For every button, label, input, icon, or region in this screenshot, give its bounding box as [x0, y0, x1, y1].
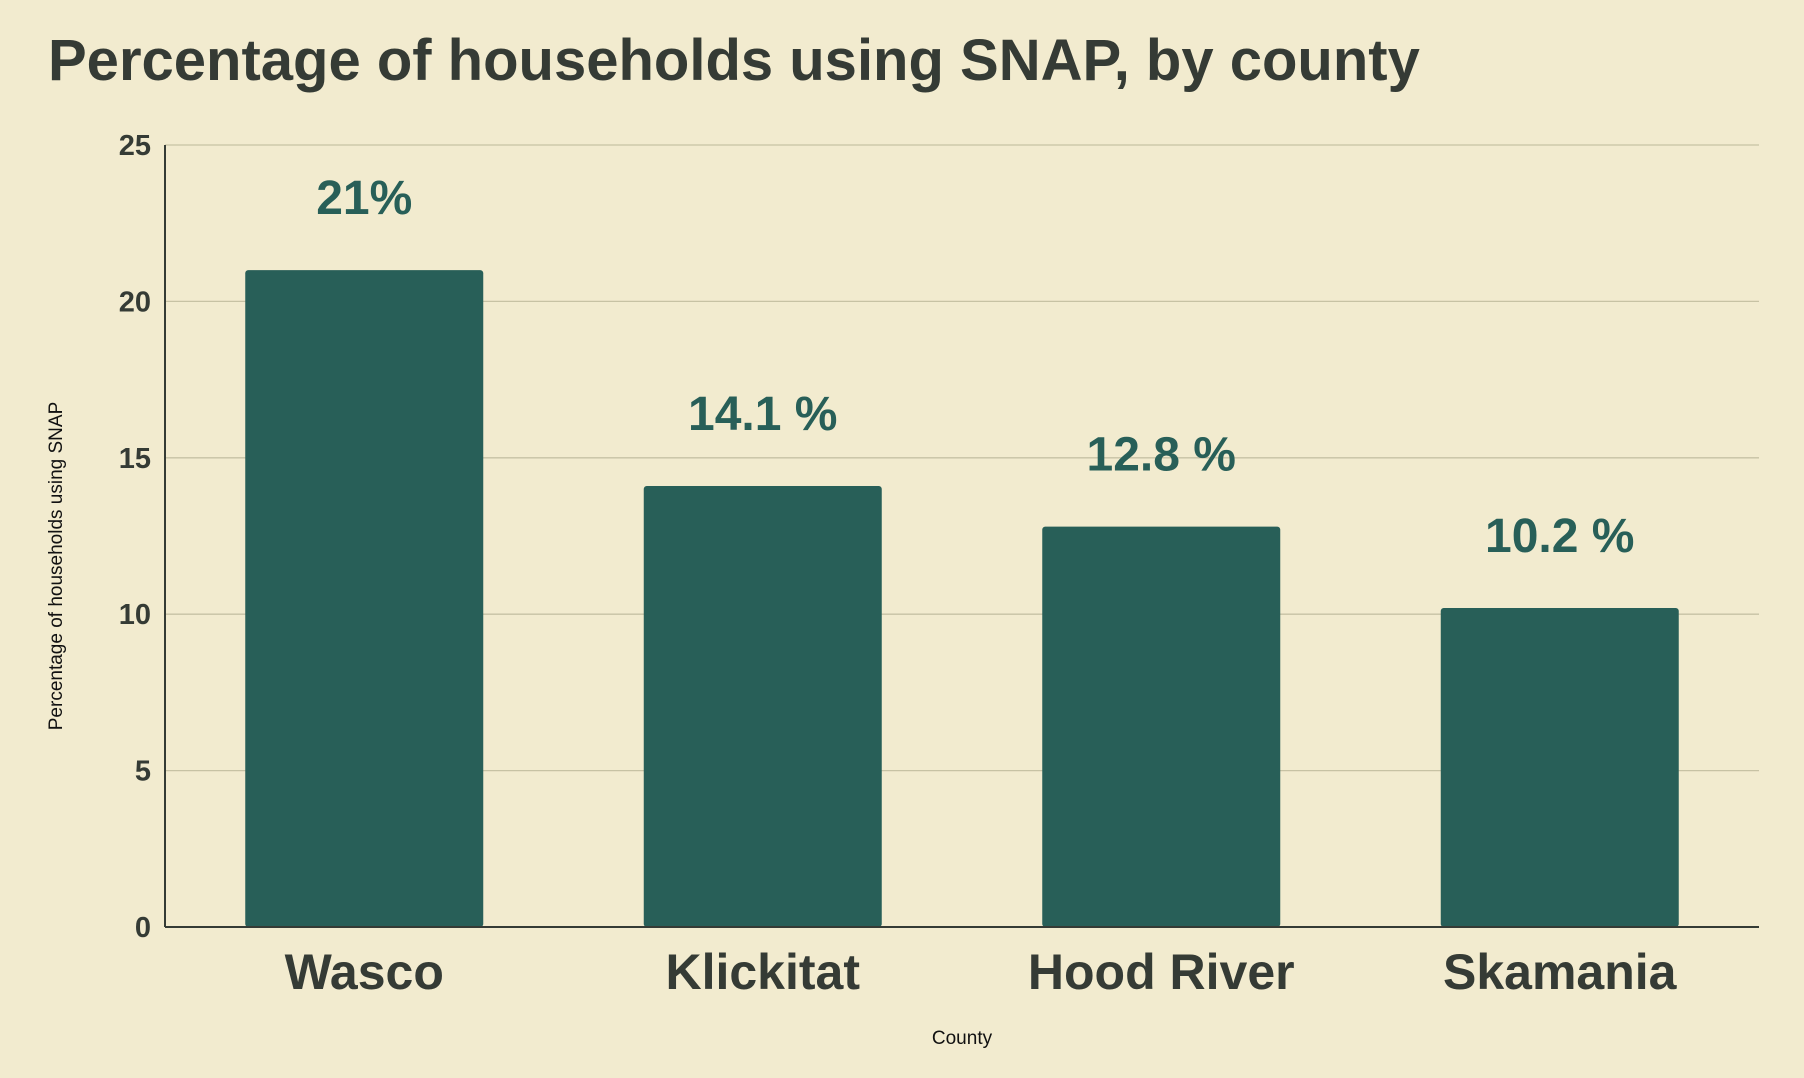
x-tick-label: Hood River	[1028, 944, 1295, 1000]
y-tick-label: 0	[135, 912, 151, 944]
bars	[245, 270, 1679, 927]
x-axis-title: County	[932, 1028, 993, 1049]
chart-title: Percentage of households using SNAP, by …	[48, 28, 1420, 93]
bar-wasco	[245, 270, 484, 927]
bar-skamania	[1440, 607, 1679, 927]
y-tick-label: 20	[119, 286, 151, 318]
data-label: 14.1 %	[688, 388, 837, 441]
x-tick-label: Wasco	[285, 944, 444, 1000]
y-axis-title: Percentage of households using SNAP	[46, 402, 67, 731]
bar-hood-river	[1042, 526, 1281, 927]
y-tick-label: 25	[119, 130, 151, 162]
labels: 0 5 10 15 20 25 21% Wasco 14.1 % Klickitat 12.8 % H…	[119, 130, 1678, 1000]
x-tick-label: Skamania	[1443, 944, 1678, 1000]
x-tick-label: Klickitat	[665, 944, 860, 1000]
y-tick-label: 15	[119, 443, 151, 475]
y-tick-label: 10	[119, 599, 151, 631]
data-label: 10.2 %	[1485, 510, 1634, 563]
data-label: 21%	[316, 172, 412, 225]
y-tick-label: 5	[135, 756, 151, 788]
axes	[164, 145, 1759, 928]
bar-klickitat	[643, 485, 882, 927]
data-label: 12.8 %	[1087, 429, 1236, 482]
